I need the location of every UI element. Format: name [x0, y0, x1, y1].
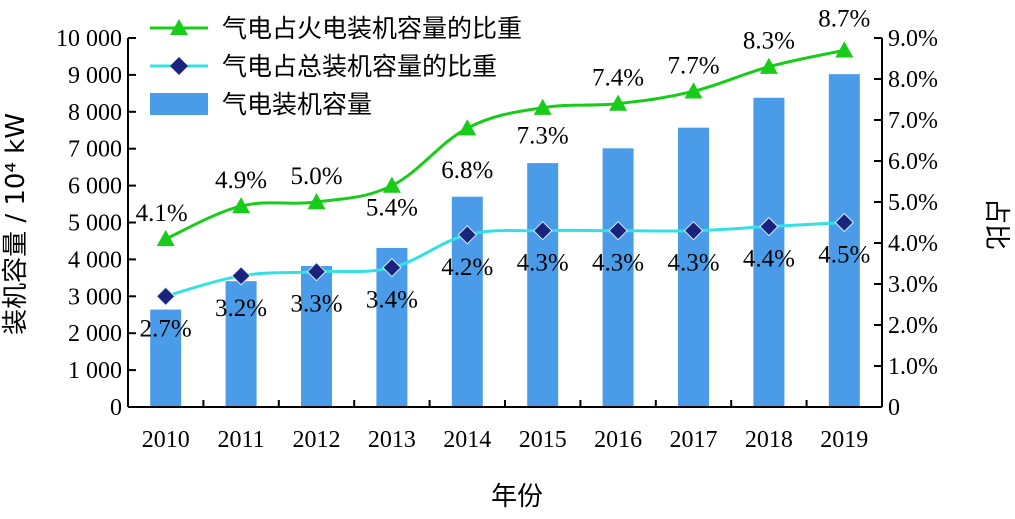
- y-left-tick-label: 9 000: [68, 63, 122, 89]
- data-label-thermal: 4.9%: [215, 167, 267, 194]
- y-left-tick-label: 1 000: [68, 358, 122, 384]
- diamond-marker-2017: [683, 220, 704, 241]
- data-label-total: 4.5%: [818, 242, 870, 269]
- x-tick-label: 2018: [745, 427, 793, 453]
- diamond-marker-2018: [759, 216, 779, 237]
- legend-label-thermal: 气电占火电装机容量的比重: [222, 14, 522, 43]
- triangle-marker-2017: [684, 82, 703, 99]
- diamond-marker-2010: [155, 286, 176, 307]
- legend-label-total: 气电占总装机容量的比重: [222, 52, 497, 81]
- data-label-thermal: 7.4%: [592, 65, 644, 92]
- triangle-marker-2015: [533, 98, 552, 115]
- triangle-marker-2019: [835, 41, 854, 58]
- triangle-marker-2014: [458, 119, 477, 136]
- line-series-total: [165, 221, 845, 298]
- bar-2012: [301, 266, 332, 407]
- x-tick-label: 2019: [820, 427, 868, 453]
- y-right-tick-label: 6.0%: [888, 149, 938, 175]
- data-label-thermal: 7.7%: [667, 52, 719, 79]
- x-tick-label: 2016: [594, 427, 642, 453]
- line-series-thermal: [165, 48, 845, 241]
- triangle-marker-2010: [156, 229, 175, 247]
- diamond-marker-2015: [532, 220, 553, 241]
- bars-layer: [150, 74, 860, 408]
- diamond-marker-2012: [306, 261, 327, 282]
- bar-2019: [828, 74, 860, 408]
- diamond-marker-2019: [834, 212, 855, 233]
- y-right-tick-label: 2.0%: [888, 313, 938, 339]
- x-tick-label: 2012: [293, 427, 341, 453]
- data-label-total: 4.3%: [592, 250, 644, 277]
- y-right-tick-label: 9.0%: [888, 26, 938, 52]
- legend-label-bars: 气电装机容量: [222, 90, 372, 119]
- x-tick-label: 2013: [368, 427, 416, 453]
- data-label-thermal: 4.1%: [136, 200, 188, 227]
- bar-2018: [753, 97, 785, 407]
- bar-2010: [150, 309, 182, 407]
- y-right-tick-label: 0: [888, 395, 900, 421]
- y-right-tick-label: 1.0%: [888, 354, 938, 380]
- y-axis-right-title: 占比: [981, 198, 1011, 250]
- y-right-tick-label: 7.0%: [888, 108, 938, 134]
- data-label-thermal: 6.8%: [441, 157, 493, 184]
- y-left-tick-label: 8 000: [68, 100, 122, 126]
- data-label-total: 2.7%: [140, 315, 192, 342]
- diamond-marker-2014: [457, 225, 478, 245]
- y-left-tick-label: 0: [110, 395, 122, 421]
- data-label-total: 4.4%: [743, 246, 795, 273]
- diamond-marker-2013: [382, 257, 402, 278]
- x-tick-label: 2010: [142, 427, 190, 453]
- legend-diamond-icon: [170, 57, 188, 75]
- y-left-tick-label: 4 000: [68, 247, 122, 273]
- triangle-marker-2016: [609, 94, 628, 111]
- axes-layer: 0 1 000 2 000 3 000 4 000 5 000 6 000 7 000 8 00…: [56, 26, 938, 453]
- y-right-tick-label: 5.0%: [888, 190, 938, 216]
- diamond-marker-2016: [608, 220, 628, 241]
- bar-2017: [678, 127, 709, 408]
- data-label-thermal: 8.3%: [743, 28, 795, 55]
- data-label-thermal: 5.4%: [366, 195, 418, 222]
- data-label-total: 3.2%: [215, 295, 267, 322]
- legend-bar-swatch: [150, 93, 208, 115]
- x-axis-title: 年份: [491, 482, 543, 512]
- x-tick-label: 2015: [519, 427, 567, 453]
- x-tick-label: 2017: [670, 427, 718, 453]
- y-right-tick-label: 8.0%: [888, 67, 938, 93]
- y-left-tick-label: 6 000: [68, 174, 122, 200]
- data-label-total: 3.4%: [366, 287, 418, 314]
- data-label-total: 4.2%: [441, 254, 493, 281]
- y-right-tick-label: 3.0%: [888, 272, 938, 298]
- x-tick-label: 2011: [218, 427, 265, 453]
- data-label-thermal: 8.7%: [818, 5, 870, 32]
- y-left-tick-label: 5 000: [68, 211, 122, 237]
- y-right-tick-label: 4.0%: [888, 231, 938, 257]
- legend-triangle-icon: [170, 19, 188, 35]
- triangle-marker-2013: [382, 176, 401, 193]
- data-label-thermal: 7.3%: [517, 123, 569, 150]
- data-label-total: 4.3%: [517, 250, 569, 277]
- y-left-tick-label: 3 000: [68, 284, 122, 310]
- triangle-marker-2018: [759, 57, 778, 74]
- lines-layer: [155, 41, 855, 307]
- triangle-marker-2011: [232, 197, 251, 214]
- data-label-total: 3.3%: [290, 291, 342, 318]
- y-axis-left-title: 装机容量 / 10⁴ kW: [1, 113, 31, 335]
- y-left-tick-label: 2 000: [68, 321, 122, 347]
- diamond-marker-2011: [231, 266, 251, 286]
- triangle-marker-2012: [307, 193, 326, 210]
- labels-layer: 4.1% 4.9% 5.0% 5.4% 6.8% 7.3% 7.4% 7.7% 8.3% 8.7%…: [136, 5, 871, 342]
- data-label-total: 4.3%: [667, 250, 719, 277]
- y-left-tick-label: 10 000: [56, 26, 122, 52]
- x-tick-label: 2014: [443, 427, 491, 453]
- bar-2011: [225, 281, 257, 407]
- y-left-tick-label: 7 000: [68, 137, 122, 163]
- bar-2015: [527, 163, 559, 407]
- bar-2016: [602, 148, 634, 407]
- data-label-thermal: 5.0%: [290, 163, 342, 190]
